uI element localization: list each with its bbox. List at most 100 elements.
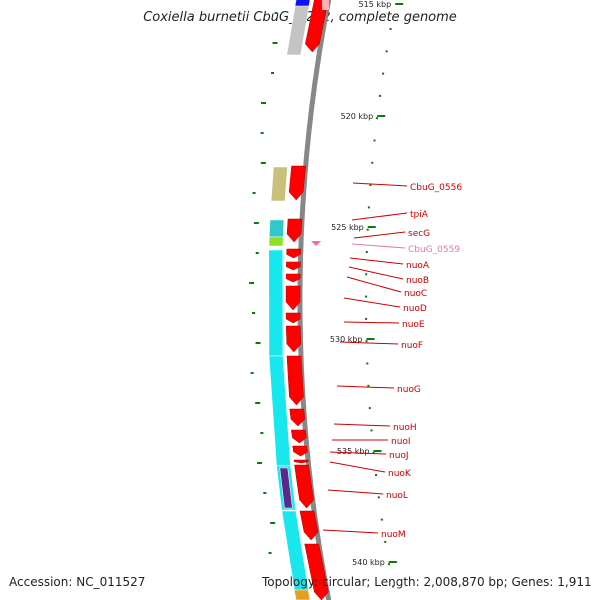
leader-line bbox=[336, 385, 395, 389]
leader-line bbox=[352, 182, 408, 187]
scale-labels: 515 kbp 520 kbp 525 kbp 530 kbp 535 kbp 540 k… bbox=[330, 0, 391, 567]
gc-dot bbox=[367, 384, 370, 387]
backbone-ring bbox=[297, 0, 332, 600]
gc-bar bbox=[253, 222, 259, 224]
gene-label-nuoi[interactable]: nuoI bbox=[391, 437, 411, 447]
gc-bar bbox=[255, 342, 261, 344]
gene-block-grey bbox=[286, 0, 311, 56]
leader-line bbox=[333, 423, 391, 427]
cds-arrow bbox=[286, 218, 303, 243]
gc-dot bbox=[384, 540, 387, 543]
gc-dot bbox=[365, 295, 368, 298]
gc-dot bbox=[367, 206, 370, 209]
gene-label-nuof[interactable]: nuoF bbox=[401, 341, 423, 351]
gc-dot bbox=[377, 496, 380, 499]
gc-dot bbox=[365, 251, 368, 253]
gc-bar bbox=[261, 102, 267, 104]
gene-block-cyan bbox=[268, 249, 284, 357]
cds-arrow bbox=[289, 408, 306, 427]
cds-arrow bbox=[305, 0, 329, 53]
backbone-group bbox=[297, 0, 332, 600]
scale-label: 520 kbp bbox=[341, 112, 374, 121]
gene-label-cbug_0556[interactable]: CbuG_0556 bbox=[410, 183, 462, 193]
gc-dot bbox=[373, 139, 376, 142]
gene-label-nuoj[interactable]: nuoJ bbox=[389, 451, 409, 461]
leader-line bbox=[329, 451, 387, 455]
gc-bar bbox=[270, 522, 276, 524]
gc-bar bbox=[250, 372, 254, 374]
gc-bar bbox=[252, 192, 256, 194]
gc-dot bbox=[368, 407, 371, 410]
leader-line bbox=[348, 266, 404, 280]
gc-bar bbox=[268, 552, 272, 554]
gene-label-cbug_0559[interactable]: CbuG_0559 bbox=[408, 245, 460, 255]
gene-label-nuog[interactable]: nuoG bbox=[397, 385, 421, 395]
gene-block-blue bbox=[294, 0, 311, 7]
cds-arrow bbox=[294, 464, 314, 509]
gc-dot bbox=[366, 228, 369, 231]
scale-label: 540 kbp bbox=[352, 558, 385, 567]
gc-dot bbox=[372, 451, 375, 454]
gc-bar bbox=[252, 312, 256, 314]
gene-marker-pink bbox=[311, 241, 321, 246]
leader-line bbox=[343, 297, 401, 308]
cds-arrow bbox=[286, 248, 302, 259]
gc-dot bbox=[365, 340, 368, 343]
gene-label-nuom[interactable]: nuoM bbox=[381, 530, 406, 540]
gene-block-cyan bbox=[281, 510, 311, 600]
gene-label-nuok[interactable]: nuoK bbox=[388, 469, 412, 479]
scale-label: 525 kbp bbox=[331, 223, 364, 232]
cds-arrow bbox=[285, 312, 301, 324]
gc-dot bbox=[365, 317, 368, 320]
leader-line bbox=[349, 257, 404, 265]
cds-arrow bbox=[286, 261, 301, 271]
scale-label: 515 kbp bbox=[359, 0, 392, 9]
cds-arrow bbox=[299, 510, 319, 541]
leader-line bbox=[339, 341, 399, 345]
scale-ticks bbox=[366, 3, 404, 563]
cds-arrow bbox=[285, 285, 301, 311]
cds-arrow bbox=[286, 355, 304, 406]
gene-label-nuoe[interactable]: nuoE bbox=[402, 320, 425, 330]
leader-line bbox=[351, 243, 406, 249]
gc-dot bbox=[370, 429, 373, 432]
gc-dot bbox=[382, 72, 385, 75]
gene-label-secg[interactable]: secG bbox=[408, 229, 430, 239]
gene-label-nuoc[interactable]: nuoC bbox=[404, 289, 427, 299]
cds-arrow bbox=[304, 543, 329, 600]
gc-dot bbox=[378, 94, 381, 97]
gc-dot bbox=[369, 184, 372, 187]
gc-bar bbox=[249, 282, 255, 284]
gc-dots bbox=[249, 12, 395, 588]
leader-line bbox=[351, 212, 408, 221]
gc-bar bbox=[260, 432, 264, 434]
gene-labels[interactable]: CbuG_0556 tpiA secG CbuG_0559 nuoA nuoB nuoC nu… bbox=[322, 182, 462, 540]
gc-dot bbox=[366, 362, 369, 365]
gc-bar bbox=[270, 72, 274, 74]
gene-block-olive bbox=[270, 166, 288, 202]
leader-line bbox=[329, 461, 386, 473]
gene-block-purple bbox=[279, 467, 293, 509]
leader-line bbox=[327, 489, 384, 495]
gene-block-orange bbox=[293, 589, 311, 600]
leader-line bbox=[353, 231, 406, 239]
gene-label-tpia[interactable]: tpiA bbox=[410, 210, 429, 220]
leader-line bbox=[343, 321, 400, 324]
leader-line bbox=[322, 529, 379, 534]
gc-dot bbox=[389, 28, 392, 30]
gene-block-teal bbox=[268, 219, 285, 238]
cds-arrow bbox=[285, 325, 302, 353]
cds-arrow bbox=[292, 445, 308, 457]
cds-arrow bbox=[285, 273, 301, 283]
gc-bar bbox=[263, 492, 267, 494]
gene-label-nuod[interactable]: nuoD bbox=[403, 304, 427, 314]
gene-label-nuoa[interactable]: nuoA bbox=[406, 261, 430, 271]
gc-bar bbox=[255, 252, 259, 254]
gene-label-nuoh[interactable]: nuoH bbox=[393, 423, 417, 433]
gene-block-cyan bbox=[268, 355, 291, 467]
gc-dot bbox=[371, 161, 374, 164]
gc-bar bbox=[260, 162, 266, 164]
gene-label-nuol[interactable]: nuoL bbox=[386, 491, 408, 501]
gene-label-nuob[interactable]: nuoB bbox=[406, 276, 429, 286]
